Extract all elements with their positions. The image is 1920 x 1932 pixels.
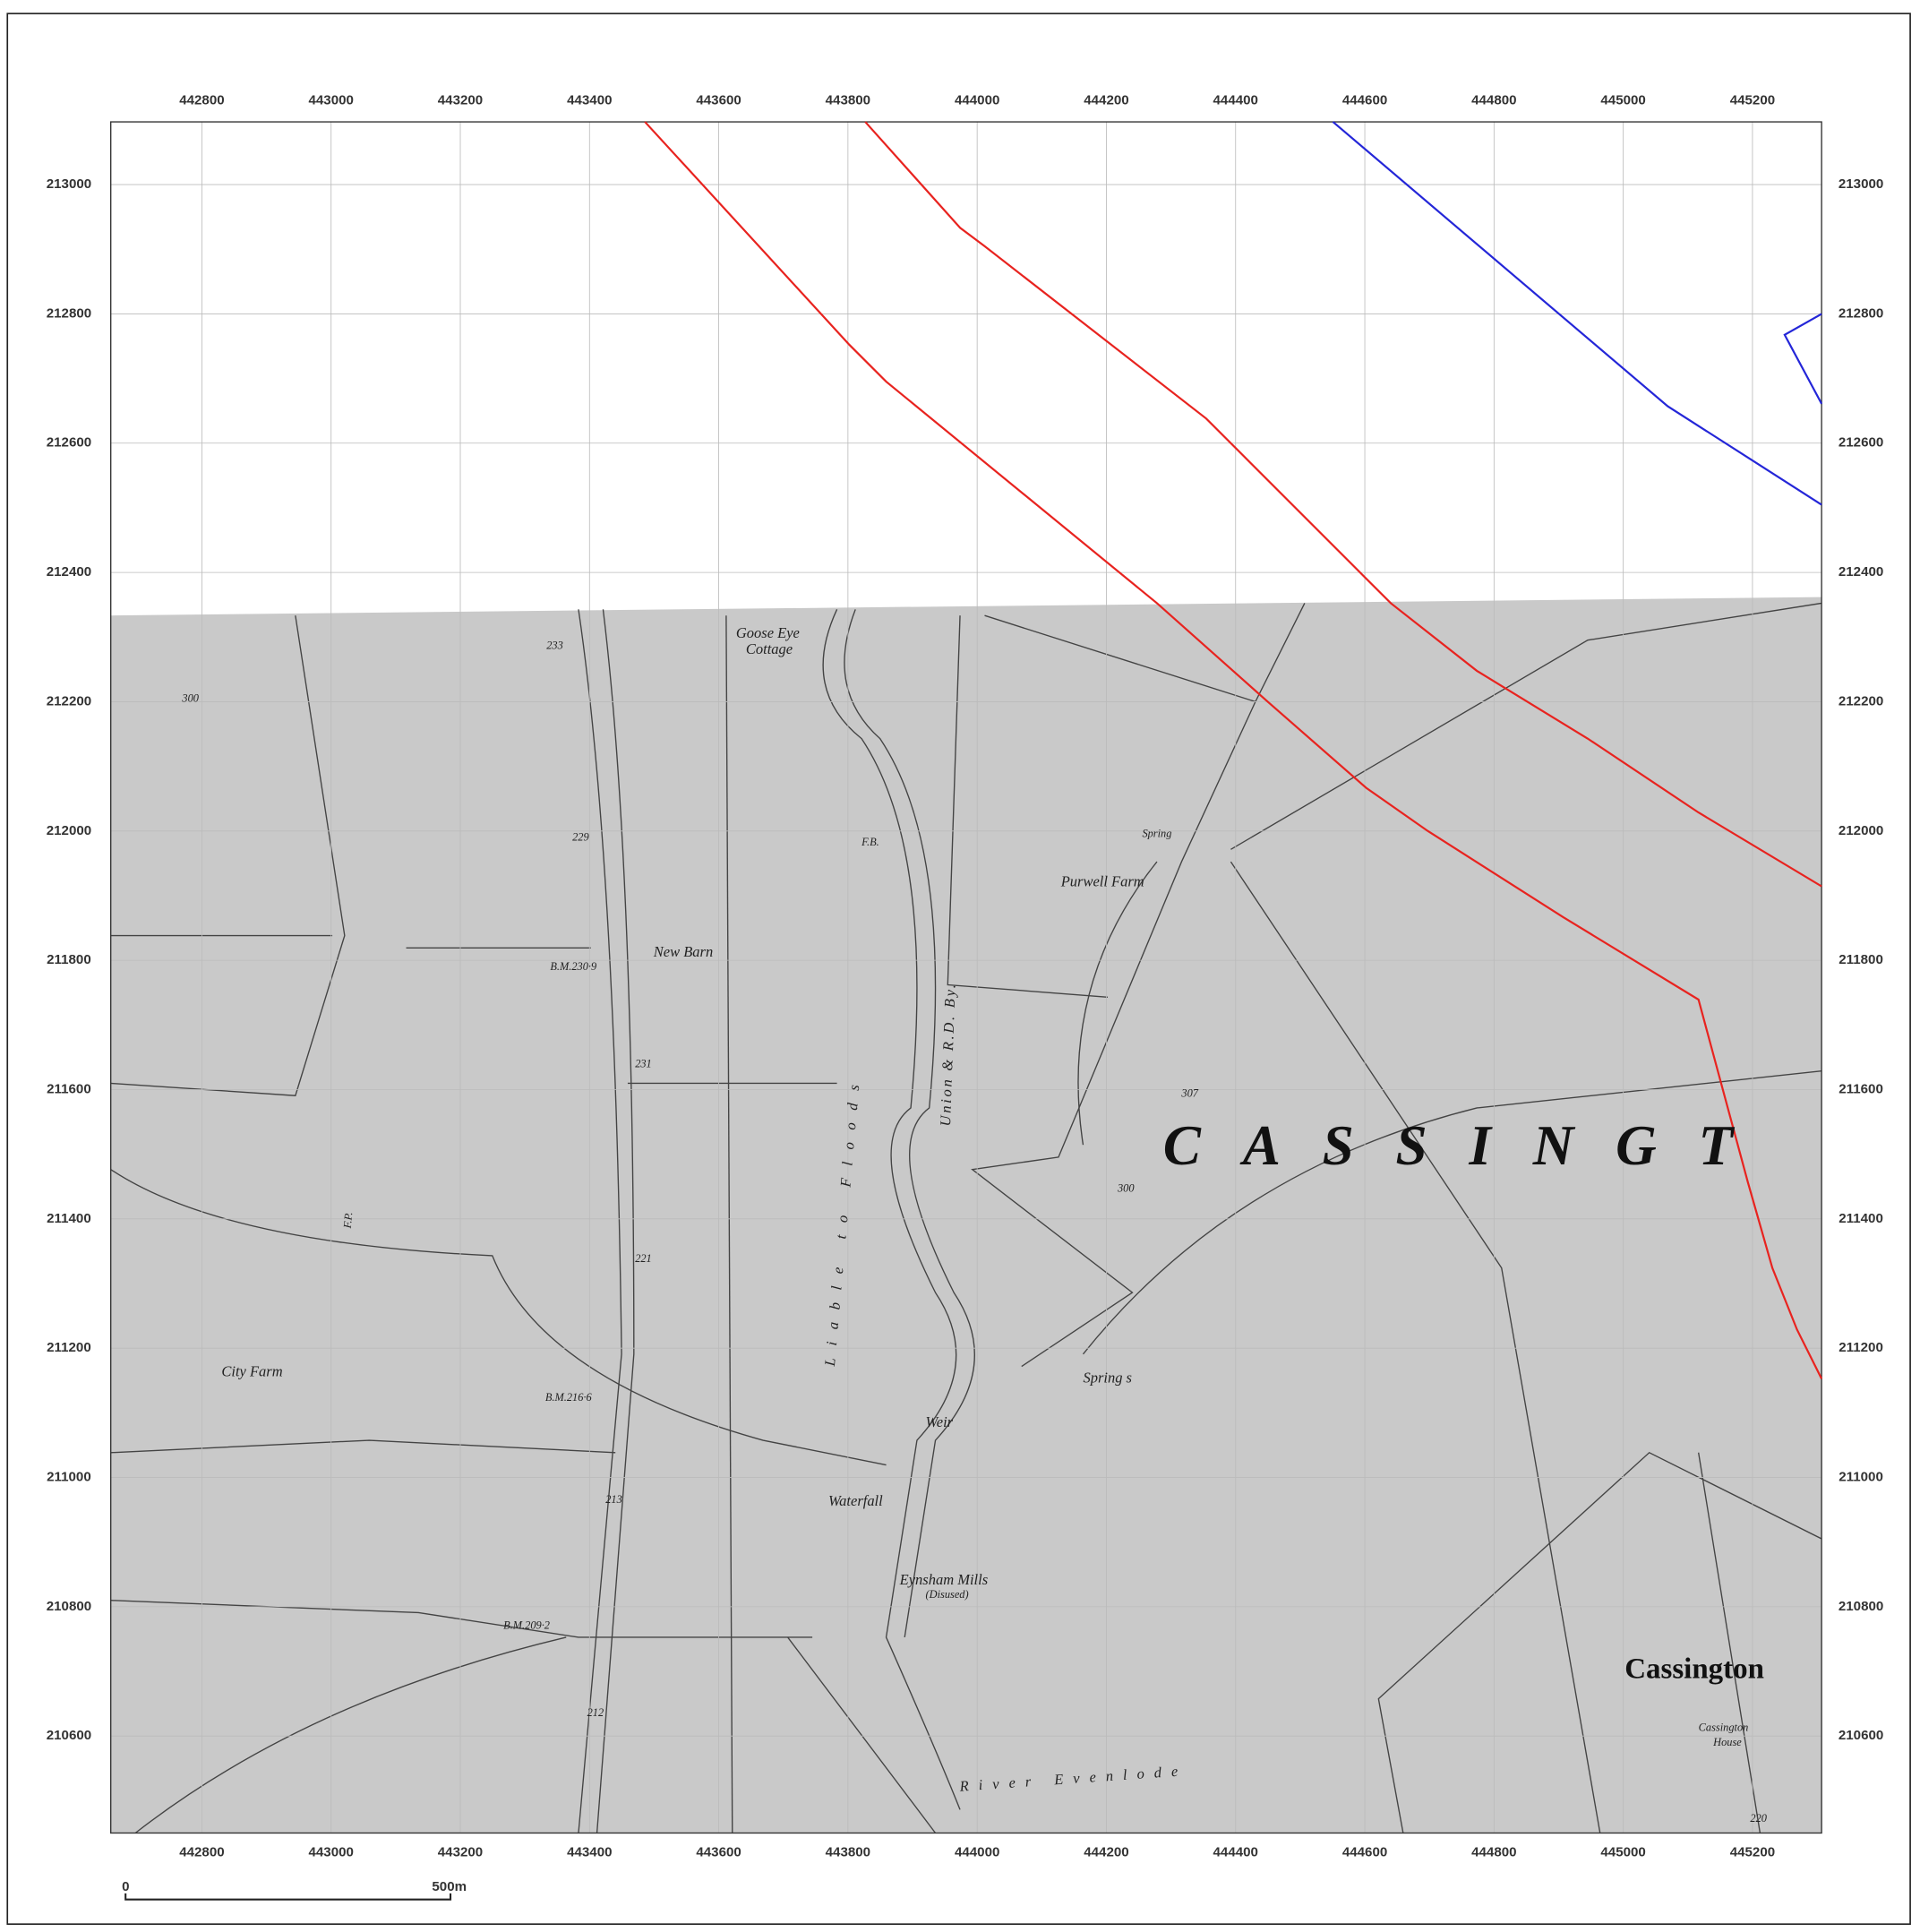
place-label: Spring s xyxy=(1083,1369,1132,1386)
y-tick-label: 211800 xyxy=(47,952,91,967)
contour-label: 300 xyxy=(1117,1181,1135,1194)
blue-boundary xyxy=(1332,121,1822,506)
x-tick-label: 444400 xyxy=(1213,1844,1258,1859)
place-label: New Barn xyxy=(653,943,713,960)
x-tick-label: 443800 xyxy=(826,93,870,108)
x-tick-label: 443400 xyxy=(567,93,612,108)
red-boundary xyxy=(864,121,1822,888)
x-tick-label: 445200 xyxy=(1730,1844,1775,1859)
y-tick-label: 212600 xyxy=(1839,435,1883,451)
place-label: Spring xyxy=(1142,828,1171,840)
spot-height: B.M.230·9 xyxy=(550,960,596,973)
spot-height: 220 xyxy=(1750,1812,1767,1825)
map-abbrev: F.B. xyxy=(861,836,879,848)
scale-end: 500m xyxy=(432,1879,467,1894)
y-tick-label: 212400 xyxy=(47,564,91,580)
x-tick-label: 442800 xyxy=(179,1844,224,1859)
place-label: City Farm xyxy=(221,1363,282,1380)
y-tick-label: 211000 xyxy=(47,1470,91,1485)
scale-bar-line xyxy=(124,1893,452,1901)
y-tick-label: 211600 xyxy=(47,1081,91,1096)
map-sheet xyxy=(110,597,1822,1833)
x-tick-label: 443200 xyxy=(438,1844,483,1859)
y-tick-label: 212600 xyxy=(47,435,91,451)
y-tick-label: 212000 xyxy=(47,823,91,838)
y-tick-label: 210600 xyxy=(1839,1728,1883,1743)
place-label: Purwell Farm xyxy=(1060,873,1144,890)
scale-bar: 0 500m xyxy=(122,1879,467,1901)
spot-height: B.M.209·2 xyxy=(503,1619,550,1631)
x-tick-label: 444000 xyxy=(955,93,999,108)
spot-height: 231 xyxy=(635,1058,652,1070)
x-tick-label: 443000 xyxy=(309,93,354,108)
x-tick-label: 443400 xyxy=(567,1844,612,1859)
place-label: Cassington xyxy=(1699,1721,1749,1733)
y-tick-label: 211200 xyxy=(1839,1340,1883,1355)
y-tick-label: 211200 xyxy=(47,1340,91,1355)
place-label: Goose Eye xyxy=(736,624,800,641)
y-tick-label: 213000 xyxy=(47,176,91,192)
y-tick-label: 210800 xyxy=(47,1599,91,1614)
y-tick-label: 212000 xyxy=(1839,823,1883,838)
place-label: Waterfall xyxy=(828,1492,883,1509)
spot-height: B.M.216·6 xyxy=(545,1391,593,1404)
town-label: Cassington xyxy=(1624,1653,1764,1685)
y-tick-label: 212800 xyxy=(47,305,91,321)
outer-border xyxy=(6,13,1911,1926)
x-tick-label: 445200 xyxy=(1730,93,1775,108)
boundaries xyxy=(644,121,1823,1379)
map-frame xyxy=(110,121,1822,1834)
y-tick-label: 211400 xyxy=(1839,1211,1883,1226)
spot-height: 233 xyxy=(546,639,563,651)
spot-height: 221 xyxy=(635,1252,652,1265)
spot-height: 307 xyxy=(1180,1087,1198,1100)
y-tick-label: 212800 xyxy=(1839,305,1883,321)
place-label: House xyxy=(1712,1736,1742,1748)
y-tick-label: 212200 xyxy=(1839,693,1883,708)
x-tick-label: 442800 xyxy=(179,93,224,108)
y-tick-label: 211600 xyxy=(1839,1081,1883,1096)
x-tick-label: 444600 xyxy=(1342,93,1387,108)
y-tick-label: 212400 xyxy=(1839,564,1883,580)
y-tick-label: 212200 xyxy=(47,693,91,708)
x-tick-label: 444800 xyxy=(1471,1844,1516,1859)
x-tick-label: 443200 xyxy=(438,93,483,108)
map-abbrev: F.P. xyxy=(341,1212,356,1230)
x-tick-label: 444200 xyxy=(1084,93,1128,108)
y-tick-label: 211000 xyxy=(1839,1470,1883,1485)
x-tick-label: 443600 xyxy=(696,1844,741,1859)
x-tick-label: 444800 xyxy=(1471,93,1516,108)
spot-height: 212 xyxy=(587,1706,604,1719)
field-lines xyxy=(110,602,1822,1834)
grid: 442800 442800 443000 443000 443200 443200 4434… xyxy=(47,93,1884,1860)
spot-height: 229 xyxy=(572,831,589,844)
map-content: 442800 442800 443000 443000 443200 443200 4434… xyxy=(6,13,1911,1926)
y-tick-label: 213000 xyxy=(1839,176,1883,192)
place-label: Eynsham Mills xyxy=(899,1571,988,1588)
x-tick-label: 443600 xyxy=(696,93,741,108)
x-tick-label: 444600 xyxy=(1342,1844,1387,1859)
y-tick-label: 211400 xyxy=(47,1211,91,1226)
x-tick-label: 443800 xyxy=(826,1844,870,1859)
place-label: Cottage xyxy=(746,640,793,657)
blue-boundary xyxy=(1783,313,1823,405)
y-tick-label: 210800 xyxy=(1839,1599,1883,1614)
y-tick-label: 210600 xyxy=(47,1728,91,1743)
x-tick-label: 444400 xyxy=(1213,93,1258,108)
scale-start: 0 xyxy=(122,1879,129,1894)
spot-height: 213 xyxy=(605,1493,622,1506)
y-tick-label: 211800 xyxy=(1839,952,1883,967)
x-tick-label: 444200 xyxy=(1084,1844,1128,1859)
place-label: (Disused) xyxy=(926,1588,969,1601)
x-tick-label: 445000 xyxy=(1600,93,1645,108)
place-label: Weir xyxy=(926,1413,954,1430)
x-tick-label: 445000 xyxy=(1600,1844,1645,1859)
parish-label: CASSINGT xyxy=(1163,1114,1775,1177)
x-tick-label: 443000 xyxy=(309,1844,354,1859)
contour-label: 300 xyxy=(181,691,199,704)
x-tick-label: 444000 xyxy=(955,1844,999,1859)
red-boundary xyxy=(644,121,1823,1379)
